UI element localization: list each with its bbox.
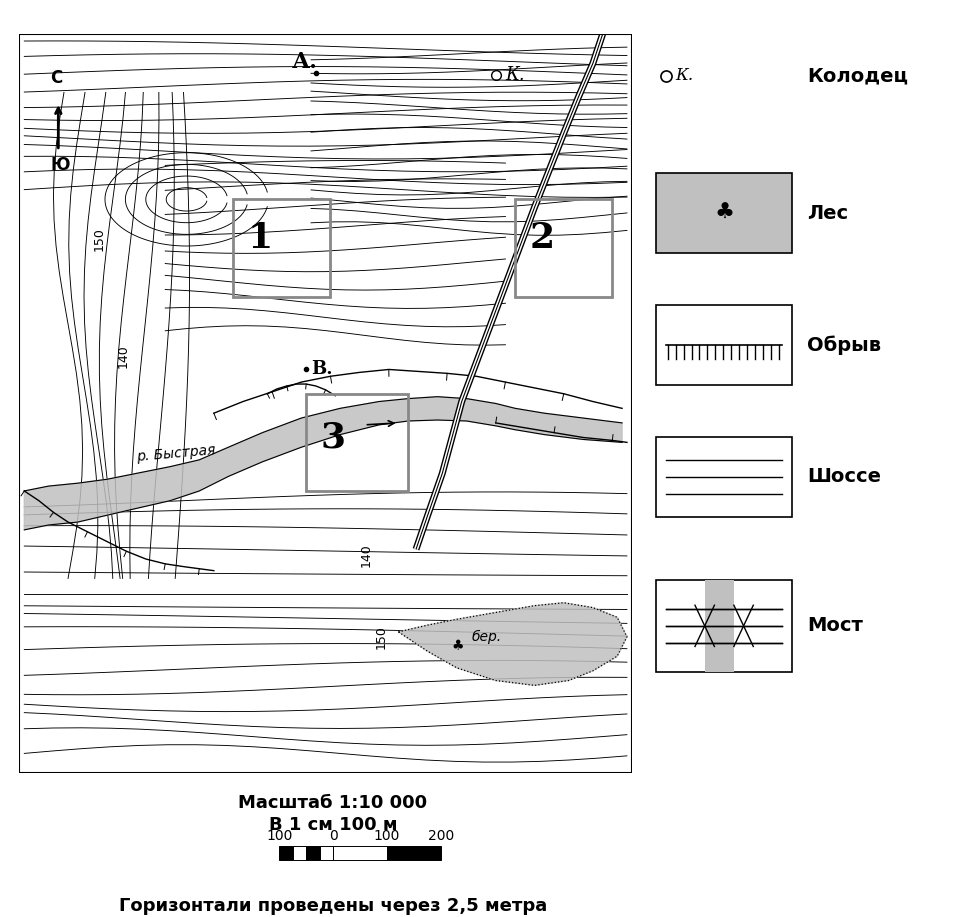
Text: 150: 150 (92, 227, 105, 251)
Text: С: С (51, 69, 63, 87)
Text: К.: К. (676, 67, 694, 84)
Text: 1: 1 (248, 221, 273, 255)
Bar (333, 845, 387, 860)
Bar (320, 845, 333, 860)
Text: 150: 150 (374, 625, 387, 649)
Bar (656, 304, 792, 385)
Text: Мост: Мост (807, 616, 862, 635)
Bar (306, 845, 320, 860)
Bar (656, 580, 792, 671)
Bar (306, 393, 408, 491)
Text: Масштаб 1:10 000: Масштаб 1:10 000 (238, 793, 428, 812)
Bar (233, 199, 330, 296)
Text: Шоссе: Шоссе (807, 468, 881, 486)
Text: Ю: Ю (51, 156, 70, 174)
Text: 0: 0 (329, 829, 337, 843)
Text: 3: 3 (321, 421, 346, 455)
Text: К.: К. (505, 66, 525, 84)
Text: 100: 100 (374, 829, 400, 843)
Text: 2: 2 (530, 221, 555, 255)
Polygon shape (705, 580, 734, 671)
Text: В 1 см 100 м: В 1 см 100 м (269, 816, 398, 834)
Text: р. Быстрая: р. Быстрая (136, 444, 217, 464)
Polygon shape (24, 397, 622, 530)
Text: 140: 140 (360, 543, 372, 567)
Bar (656, 436, 792, 517)
Bar (279, 845, 293, 860)
Text: ♣: ♣ (452, 639, 465, 654)
Polygon shape (399, 602, 627, 685)
Text: 200: 200 (428, 829, 454, 843)
Text: бер.: бер. (471, 630, 502, 644)
Text: Лес: Лес (807, 204, 848, 223)
Bar (515, 199, 612, 296)
Text: А.: А. (292, 51, 318, 73)
Text: В.: В. (311, 360, 332, 379)
Text: 140: 140 (117, 344, 129, 368)
Bar (387, 845, 441, 860)
Bar (293, 845, 306, 860)
Text: ♣: ♣ (714, 204, 734, 223)
Text: Обрыв: Обрыв (807, 336, 881, 355)
Text: Горизонтали проведены через 2,5 метра: Горизонтали проведены через 2,5 метра (119, 897, 547, 915)
Bar (656, 173, 792, 253)
Text: Колодец: Колодец (807, 66, 908, 85)
Text: 100: 100 (266, 829, 293, 843)
